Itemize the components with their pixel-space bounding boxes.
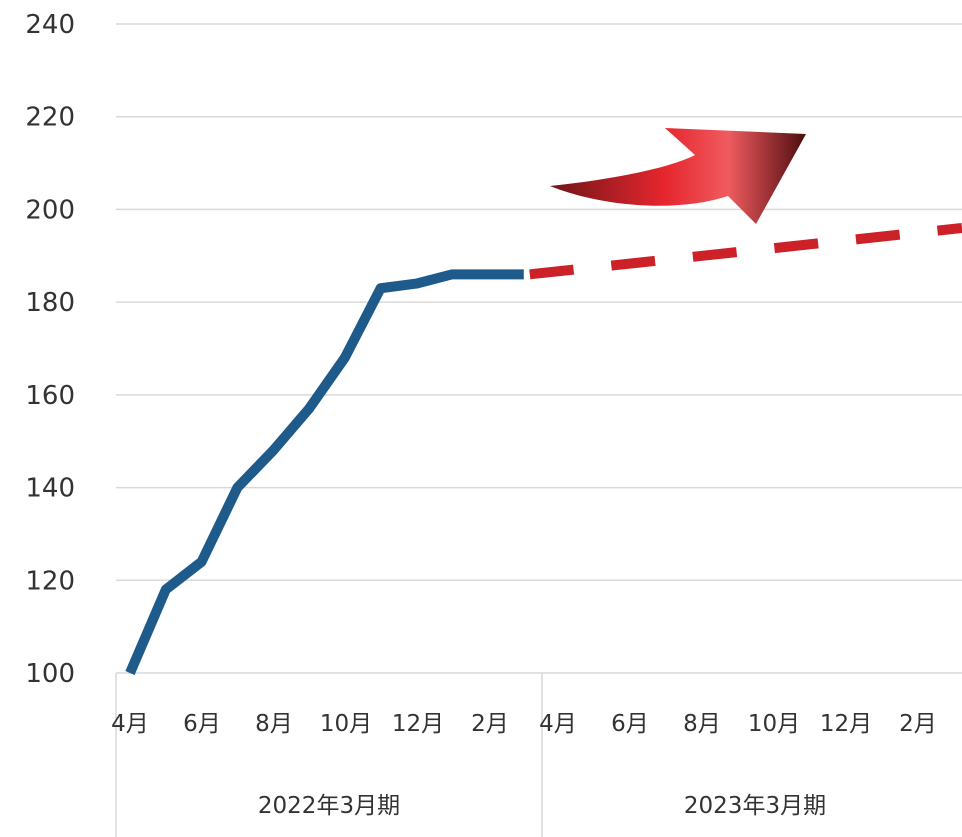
x-tick-label: 12月 bbox=[392, 711, 444, 737]
group-label: 2022年3月期 bbox=[258, 793, 400, 819]
x-tick-label: 6月 bbox=[183, 711, 221, 737]
x-tick-label: 4月 bbox=[111, 711, 149, 737]
x-tick-label: 2月 bbox=[471, 711, 509, 737]
upward-trend-arrow-icon bbox=[550, 128, 806, 224]
x-tick-label: 8月 bbox=[683, 711, 721, 737]
y-tick-label: 240 bbox=[25, 10, 75, 40]
group-label: 2023年3月期 bbox=[684, 793, 826, 819]
y-tick-label: 180 bbox=[25, 288, 75, 318]
series-line-projection bbox=[529, 222, 962, 280]
x-tick-label: 10月 bbox=[320, 711, 372, 737]
y-tick-label: 220 bbox=[25, 103, 75, 133]
x-tick-label: 4月 bbox=[539, 711, 577, 737]
x-tick-label: 8月 bbox=[255, 711, 293, 737]
y-tick-label: 140 bbox=[25, 474, 75, 504]
x-tick-label: 6月 bbox=[611, 711, 649, 737]
y-tick-label: 200 bbox=[25, 195, 75, 225]
x-tick-label: 2月 bbox=[899, 711, 937, 737]
x-axis bbox=[115, 672, 962, 837]
x-axis-ticks: 4月 6月 8月 10月 12月 2月 4月 6月 8月 10月 12月 2月 bbox=[111, 711, 937, 737]
gridlines bbox=[116, 23, 962, 582]
y-axis-ticks: 100 120 140 160 180 200 220 240 bbox=[25, 10, 75, 689]
y-tick-label: 120 bbox=[25, 566, 75, 596]
y-tick-label: 100 bbox=[25, 659, 75, 689]
series-layer bbox=[125, 222, 962, 675]
x-axis-groups: 2022年3月期 2023年3月期 bbox=[258, 793, 826, 819]
x-tick-label: 12月 bbox=[820, 711, 872, 737]
x-tick-label: 10月 bbox=[748, 711, 800, 737]
y-tick-label: 160 bbox=[25, 381, 75, 411]
series-line-actual bbox=[125, 269, 524, 675]
